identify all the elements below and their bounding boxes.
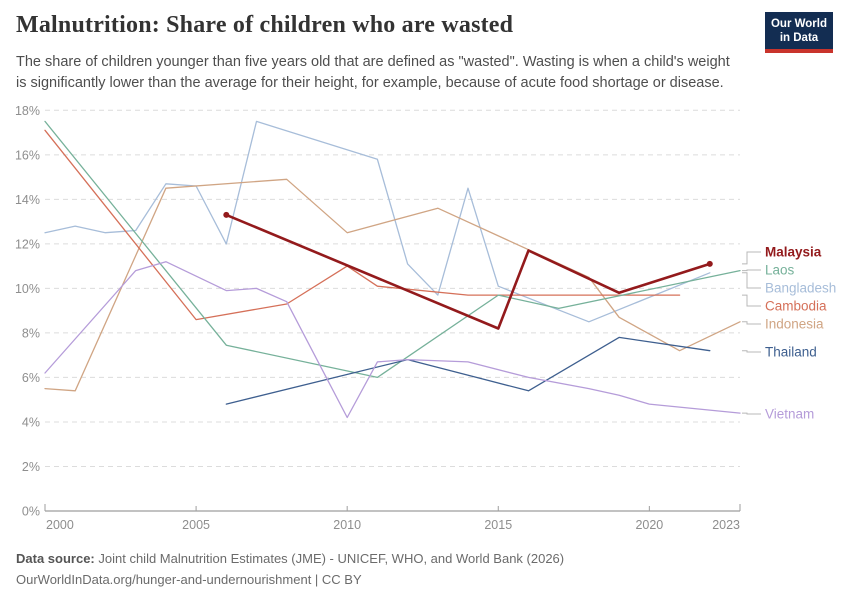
y-axis-tick-label: 16%	[15, 148, 40, 162]
data-source-label: Data source:	[16, 551, 95, 566]
series-line-vietnam[interactable]	[44, 261, 741, 419]
chart-subtitle: The share of children younger than five …	[16, 52, 748, 94]
series-endpoint-dot-malaysia	[223, 211, 230, 218]
x-axis-tick-label: 2010	[333, 518, 361, 532]
y-axis-tick-label: 4%	[22, 415, 40, 429]
series-line-cambodia[interactable]	[44, 129, 681, 321]
y-axis-tick-label: 10%	[15, 282, 40, 296]
owid-logo: Our World in Data	[765, 12, 833, 53]
series-line-indonesia[interactable]	[44, 178, 741, 392]
subtitle-line-2: is significantly lower than the average …	[16, 75, 724, 91]
data-source-line: Data source: Joint child Malnutrition Es…	[16, 548, 836, 569]
logo-line-1: Our World	[770, 18, 827, 30]
legend-connector-malaysia	[742, 251, 761, 265]
subtitle-line-1: The share of children younger than five …	[16, 54, 730, 70]
y-axis-tick-label: 14%	[15, 193, 40, 207]
legend-connector-thailand	[742, 350, 761, 353]
series-line-bangladesh[interactable]	[44, 120, 711, 323]
y-axis-tick-label: 2%	[22, 460, 40, 474]
y-axis-tick-label: 12%	[15, 237, 40, 251]
legend-connector-vietnam	[742, 412, 761, 415]
y-axis-tick-label: 6%	[22, 371, 40, 385]
legend-connector-cambodia	[742, 294, 761, 307]
x-axis-tick-label: 2023	[712, 518, 740, 532]
x-axis-tick-label: 2000	[46, 518, 74, 532]
footer-url[interactable]: OurWorldInData.org/hunger-and-undernouri…	[16, 572, 362, 587]
legend-label-bangladesh[interactable]: Bangladesh	[765, 281, 836, 296]
x-axis-tick-label: 2005	[182, 518, 210, 532]
series-line-thailand[interactable]	[225, 336, 711, 405]
legend-label-indonesia[interactable]: Indonesia	[765, 317, 824, 332]
chart-footer: Data source: Joint child Malnutrition Es…	[16, 548, 836, 590]
series-endpoint-dot-malaysia	[706, 260, 713, 267]
chart-title: Malnutrition: Share of children who are …	[16, 12, 514, 38]
legend-connector-indonesia	[742, 321, 761, 325]
logo-line-2: in Data	[779, 32, 819, 44]
data-source-text: Joint child Malnutrition Estimates (JME)…	[98, 551, 565, 566]
series-line-malaysia[interactable]	[225, 213, 712, 330]
legend-connector-laos	[742, 269, 761, 272]
y-axis-tick-label: 0%	[22, 505, 40, 519]
legend-connector-bangladesh	[742, 272, 761, 289]
legend-label-cambodia[interactable]: Cambodia	[765, 299, 827, 314]
x-axis-tick-label: 2020	[635, 518, 663, 532]
logo-red-bar	[765, 49, 833, 53]
legend-label-laos[interactable]: Laos	[765, 263, 795, 278]
series-line-laos[interactable]	[44, 120, 741, 379]
y-axis-tick-label: 8%	[22, 326, 40, 340]
legend-label-vietnam[interactable]: Vietnam	[765, 407, 814, 422]
x-axis-tick-label: 2015	[484, 518, 512, 532]
legend-label-thailand[interactable]: Thailand	[765, 345, 817, 360]
legend-label-malaysia[interactable]: Malaysia	[765, 245, 822, 260]
y-axis-tick-label: 18%	[15, 104, 40, 118]
